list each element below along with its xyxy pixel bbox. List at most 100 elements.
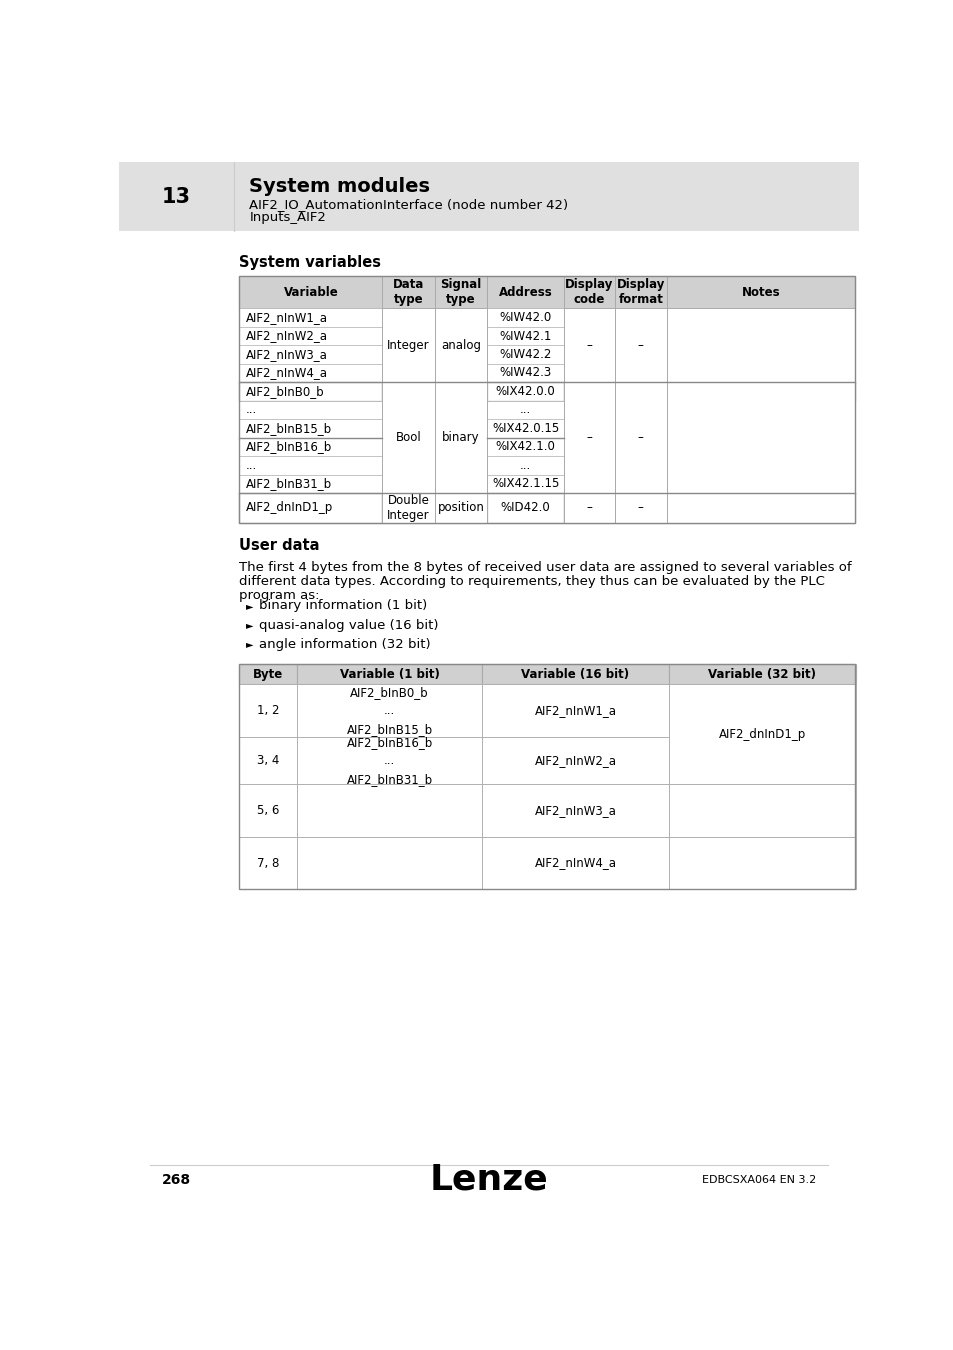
Bar xyxy=(666,401,855,420)
Text: AIF2_nInW3_a: AIF2_nInW3_a xyxy=(245,348,327,360)
Text: angle information (32 bit): angle information (32 bit) xyxy=(258,637,430,651)
Text: –: – xyxy=(638,339,643,352)
Bar xyxy=(481,684,668,737)
Bar xyxy=(487,327,563,346)
Text: different data types. According to requirements, they thus can be evaluated by t: different data types. According to requi… xyxy=(239,575,824,589)
Bar xyxy=(435,308,487,327)
Bar xyxy=(297,737,481,784)
Bar xyxy=(435,382,487,401)
Text: 13: 13 xyxy=(162,188,191,208)
Bar xyxy=(435,308,487,382)
Bar xyxy=(297,684,481,737)
Bar xyxy=(563,363,614,382)
Bar xyxy=(614,346,666,363)
Bar xyxy=(666,308,855,327)
Bar xyxy=(668,784,855,837)
Text: Address: Address xyxy=(498,286,552,298)
Bar xyxy=(668,837,855,890)
Bar xyxy=(382,308,435,382)
Bar xyxy=(297,837,481,890)
Text: Integer: Integer xyxy=(387,339,430,352)
Bar xyxy=(563,382,614,401)
Bar xyxy=(666,308,855,522)
Text: %IX42.1.15: %IX42.1.15 xyxy=(492,478,558,490)
Bar xyxy=(487,308,563,327)
Bar xyxy=(435,493,487,522)
Bar xyxy=(239,456,382,475)
Text: ►: ► xyxy=(245,620,253,630)
Text: %IX42.1.0: %IX42.1.0 xyxy=(496,440,555,454)
Bar xyxy=(239,363,382,382)
Bar xyxy=(239,308,382,327)
Bar xyxy=(668,737,855,784)
Bar xyxy=(435,275,487,308)
Bar xyxy=(481,737,668,784)
Bar xyxy=(487,437,563,456)
Text: %IW42.2: %IW42.2 xyxy=(498,348,551,360)
Text: binary information (1 bit): binary information (1 bit) xyxy=(258,599,427,613)
Text: –: – xyxy=(586,501,592,514)
Text: Inputs_AIF2: Inputs_AIF2 xyxy=(249,211,326,224)
Bar xyxy=(487,493,563,522)
Text: binary: binary xyxy=(441,431,479,444)
Bar xyxy=(481,664,668,684)
Bar xyxy=(435,401,487,420)
Text: ...: ... xyxy=(245,404,256,416)
Text: ...: ... xyxy=(519,459,531,472)
Text: System modules: System modules xyxy=(249,177,430,196)
Bar xyxy=(666,382,855,401)
Text: System variables: System variables xyxy=(239,255,381,270)
Bar xyxy=(614,382,666,493)
Bar xyxy=(666,420,855,437)
Text: Variable: Variable xyxy=(283,286,338,298)
Bar xyxy=(382,346,435,363)
Bar xyxy=(239,346,382,363)
Bar xyxy=(487,475,563,493)
Bar xyxy=(563,493,614,522)
Bar xyxy=(239,784,297,837)
Bar xyxy=(563,401,614,420)
Text: AIF2_nInW4_a: AIF2_nInW4_a xyxy=(245,366,327,379)
Text: %IX42.0.0: %IX42.0.0 xyxy=(496,385,555,398)
Bar xyxy=(666,437,855,456)
Bar xyxy=(614,275,666,308)
Bar xyxy=(614,401,666,420)
Bar xyxy=(666,327,855,346)
Text: AIF2_nInW2_a: AIF2_nInW2_a xyxy=(534,755,616,767)
Text: AIF2_bInB0_b: AIF2_bInB0_b xyxy=(245,385,324,398)
Text: position: position xyxy=(437,501,484,514)
Text: The first 4 bytes from the 8 bytes of received user data are assigned to several: The first 4 bytes from the 8 bytes of re… xyxy=(239,562,851,574)
Bar xyxy=(435,437,487,456)
Bar xyxy=(382,275,435,308)
Text: %IX42.0.15: %IX42.0.15 xyxy=(492,423,558,435)
Text: AIF2_dnInD1_p: AIF2_dnInD1_p xyxy=(718,728,805,741)
Text: analog: analog xyxy=(440,339,480,352)
Bar xyxy=(481,837,668,890)
Bar xyxy=(614,308,666,327)
Text: Signal
type: Signal type xyxy=(439,278,481,306)
Text: AIF2_bInB15_b: AIF2_bInB15_b xyxy=(245,423,332,435)
Bar xyxy=(668,684,855,784)
Text: –: – xyxy=(638,431,643,444)
Text: Variable (32 bit): Variable (32 bit) xyxy=(707,668,816,680)
Bar xyxy=(563,308,614,382)
Bar xyxy=(239,437,382,456)
Text: 5, 6: 5, 6 xyxy=(257,805,279,817)
Bar xyxy=(239,475,382,493)
Bar xyxy=(614,420,666,437)
Bar xyxy=(666,275,855,308)
Bar xyxy=(666,475,855,493)
Bar xyxy=(297,664,481,684)
Text: program as:: program as: xyxy=(239,589,319,602)
Text: User data: User data xyxy=(239,539,319,553)
Text: ...: ... xyxy=(519,404,531,416)
Bar xyxy=(239,493,382,522)
Text: AIF2_nInW4_a: AIF2_nInW4_a xyxy=(534,856,616,869)
Bar xyxy=(435,493,487,522)
Text: Data
type: Data type xyxy=(393,278,424,306)
Bar xyxy=(382,308,435,327)
Bar xyxy=(487,346,563,363)
Bar xyxy=(382,493,435,522)
Bar xyxy=(563,420,614,437)
Text: %IW42.3: %IW42.3 xyxy=(499,366,551,379)
